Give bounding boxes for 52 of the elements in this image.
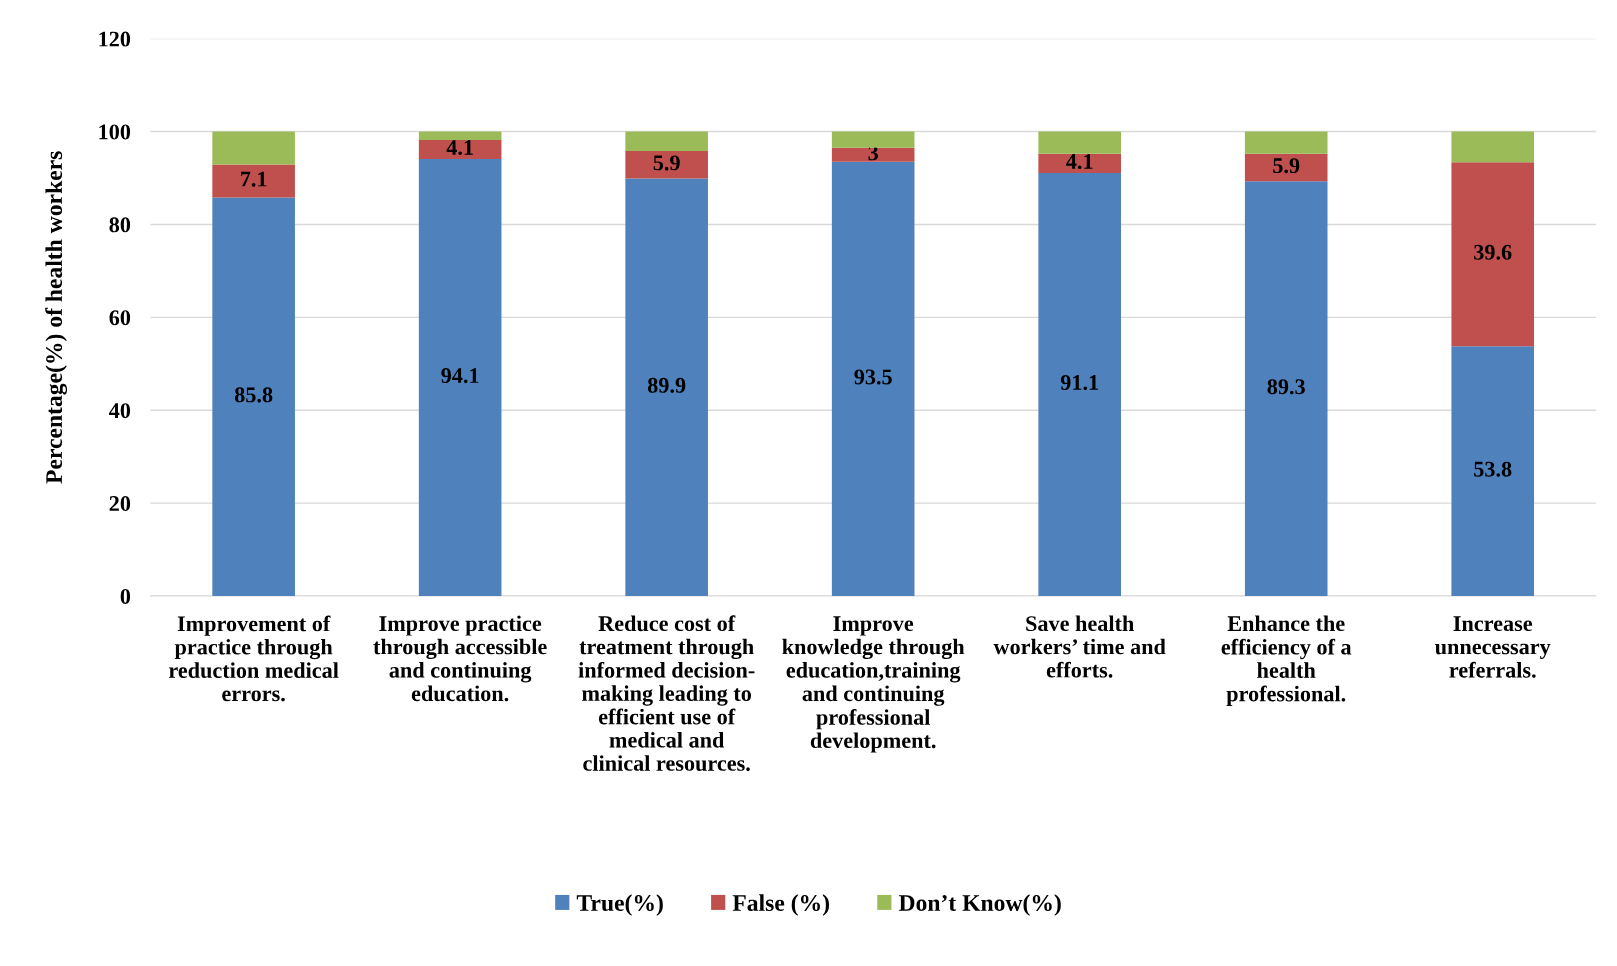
bar [212, 164, 295, 198]
data-label: 53.8 [1474, 461, 1512, 477]
y-tick-label: 100 [99, 124, 131, 140]
bar [1244, 153, 1328, 182]
data-label: 89.3 [1267, 379, 1305, 395]
bar [1451, 346, 1535, 597]
y-tick-label: 60 [109, 310, 131, 326]
data-label: 89.9 [647, 377, 686, 393]
data-label: 85.8 [234, 387, 273, 403]
data-label: 93.5 [854, 369, 892, 385]
bar [1244, 181, 1328, 597]
bar [212, 197, 295, 597]
bar [1451, 131, 1535, 163]
bar [418, 158, 502, 597]
x-tick-label: Save health workers’ time and efforts. [993, 615, 1166, 678]
data-label: 7.1 [241, 171, 267, 187]
y-axis-title: Percentage(%) of health workers [45, 151, 68, 484]
bar [1244, 131, 1328, 154]
bar [1038, 131, 1121, 154]
y-tick-label: 0 [120, 588, 131, 604]
legend-label: Don’t Know(%) [898, 894, 1061, 916]
y-tick-label: 20 [109, 496, 131, 512]
data-label: 91.1 [1060, 375, 1098, 391]
bar [418, 131, 502, 140]
x-tick-label: Improve knowledge through education,training and continuing professional development. [782, 616, 965, 753]
bar [212, 131, 295, 165]
y-tick-label: 120 [99, 31, 131, 47]
bar [1038, 172, 1121, 597]
x-tick-label: Reduce cost of treatment through informed decision- making leading to efficient use of medical and clinical resources. [578, 615, 755, 771]
bar [831, 147, 915, 162]
data-label: 4.1 [1066, 154, 1093, 170]
x-tick-label: Enhance the efficiency of a health professional. [1221, 615, 1352, 706]
data-label: 5.9 [653, 155, 680, 171]
bar [831, 131, 915, 148]
x-tick-label: Increase unnecessary referrals. [1435, 616, 1551, 678]
legend-label: False (%) [732, 894, 829, 916]
bar [1451, 162, 1535, 347]
y-tick-label: 80 [109, 217, 131, 233]
x-tick-label: Improve practice through accessible and continuing education. [373, 615, 547, 702]
bar [418, 139, 502, 159]
bar [625, 151, 708, 179]
bar [625, 131, 708, 152]
bar [625, 178, 708, 597]
bar [831, 161, 915, 597]
data-label: 5.9 [1273, 158, 1300, 174]
legend-label: True(%) [576, 894, 663, 916]
data-label: 94.1 [441, 368, 479, 384]
x-tick-label: Improvement of practice through reduction medical errors. [168, 615, 339, 702]
bar [1038, 153, 1121, 173]
data-label: 4.1 [446, 140, 473, 156]
y-tick-label: 40 [109, 403, 131, 419]
data-label: 39.6 [1474, 244, 1512, 260]
